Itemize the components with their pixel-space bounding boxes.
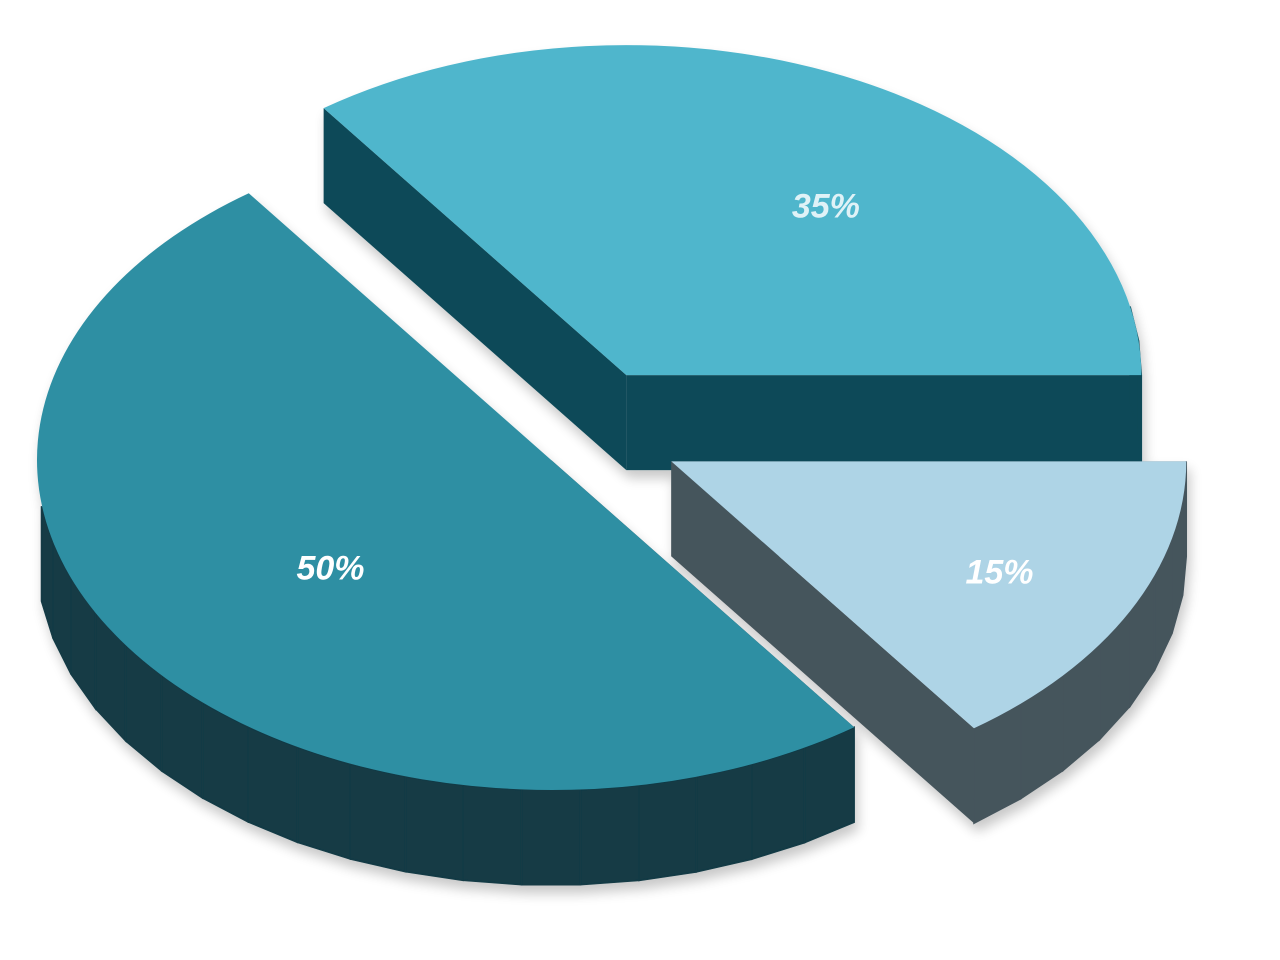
svg-text:50%: 50% xyxy=(296,549,364,587)
svg-text:15%: 15% xyxy=(965,554,1033,592)
svg-text:35%: 35% xyxy=(792,187,860,225)
